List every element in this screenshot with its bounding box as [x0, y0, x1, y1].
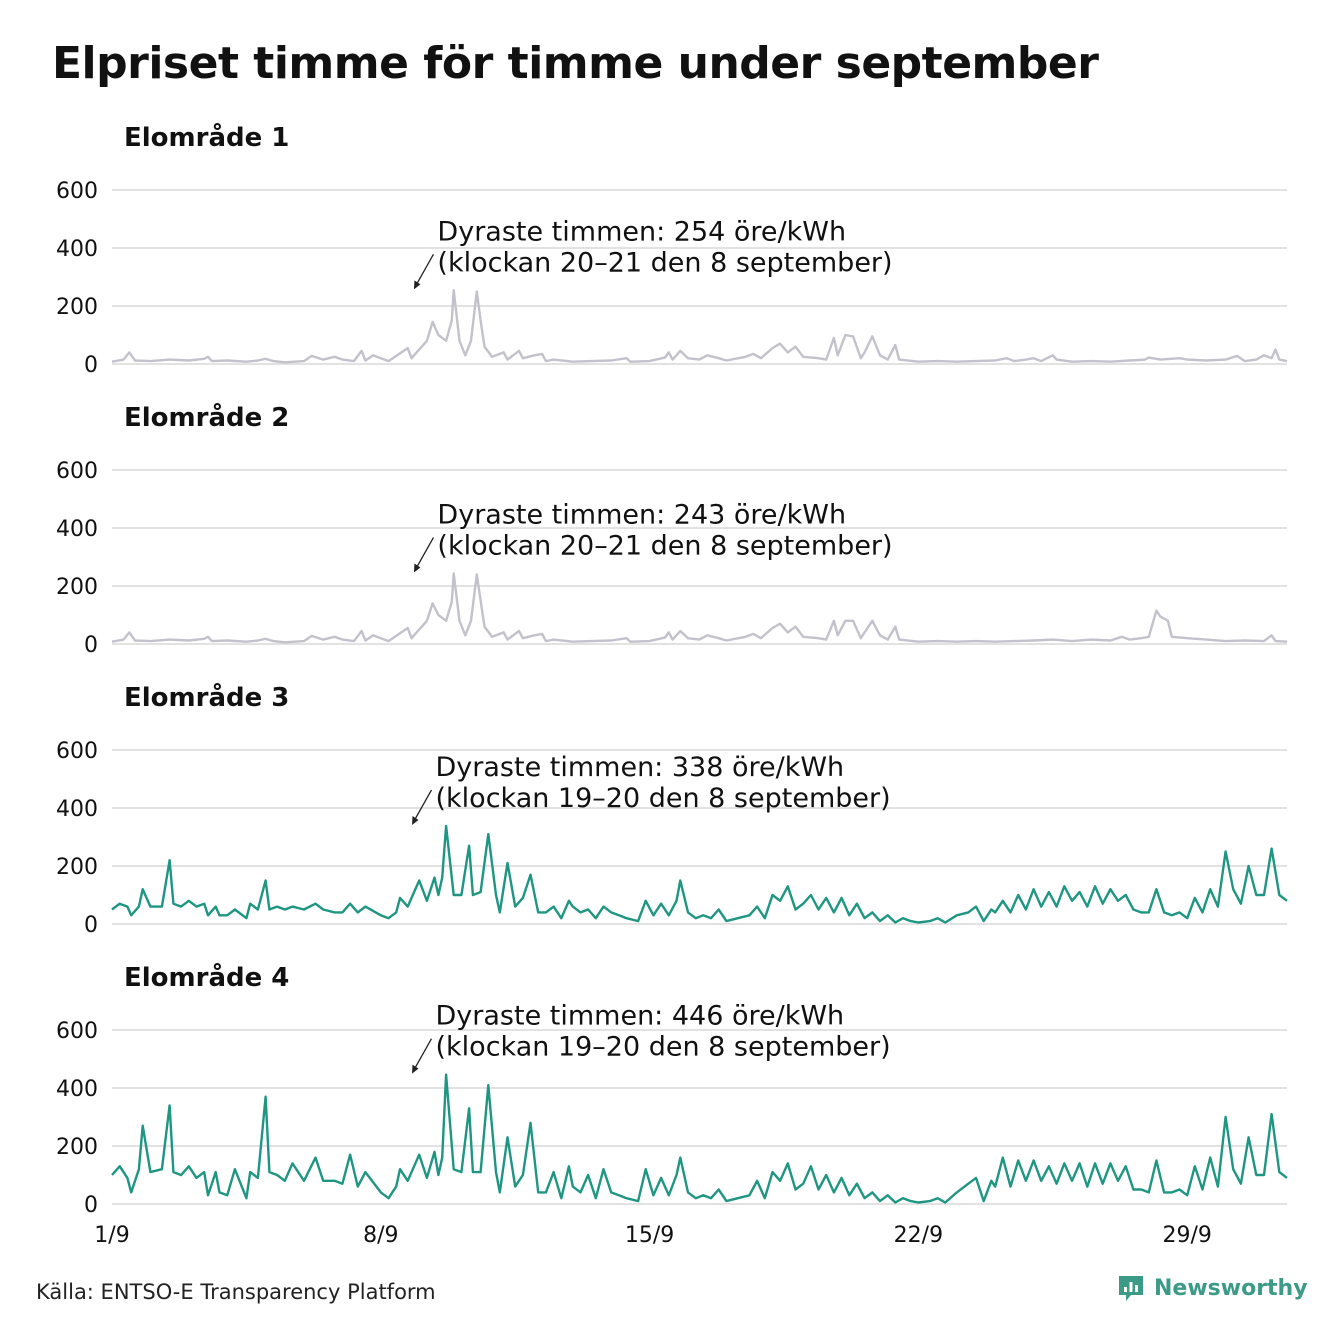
annotation-arrow: [414, 537, 434, 570]
annotation-arrow-head: [412, 815, 419, 825]
y-tick-label: 400: [56, 237, 98, 262]
y-tick-label: 600: [56, 1019, 98, 1044]
price-line-1: [111, 289, 1288, 364]
y-tick-label: 0: [84, 1193, 98, 1218]
annotation-arrow-head: [413, 280, 421, 290]
y-tick-label: 200: [56, 295, 98, 320]
price-line-3: [111, 824, 1288, 924]
newsworthy-logo: Newsworthy: [1116, 1273, 1308, 1303]
newsworthy-logo-text: Newsworthy: [1154, 1275, 1308, 1301]
annotation-arrow: [412, 1038, 433, 1071]
panel-title-3: Elområde 3: [124, 681, 289, 713]
price-line-4: [111, 1073, 1288, 1204]
panel-title-4: Elområde 4: [124, 961, 289, 993]
x-tick-label: 8/9: [363, 1223, 398, 1248]
y-tick-label: 200: [56, 855, 98, 880]
price-line-2: [111, 572, 1288, 644]
annotation-arrow: [412, 789, 433, 823]
annotation-text: Dyraste timmen: 243 öre/kWh: [437, 500, 846, 531]
annotation-text: (klockan 20–21 den 8 september): [437, 531, 892, 562]
panel-title-2: Elområde 2: [124, 401, 289, 433]
source-note: Källa: ENTSO-E Transparency Platform: [36, 1280, 436, 1304]
chart-title: Elpriset timme för timme under september: [52, 38, 1099, 89]
y-tick-label: 0: [84, 633, 98, 658]
annotation-arrow-head: [413, 563, 421, 573]
x-tick-label: 1/9: [94, 1223, 129, 1248]
annotation-text: (klockan 19–20 den 8 september): [436, 783, 891, 814]
annotation-text: (klockan 20–21 den 8 september): [437, 247, 892, 278]
x-tick-label: 22/9: [894, 1223, 943, 1248]
y-tick-label: 400: [56, 517, 98, 542]
y-tick-label: 200: [56, 1135, 98, 1160]
annotation-text: Dyraste timmen: 446 öre/kWh: [436, 1001, 845, 1032]
annotation-text: (klockan 19–20 den 8 september): [436, 1032, 891, 1063]
annotation-text: Dyraste timmen: 254 öre/kWh: [437, 216, 846, 247]
y-tick-label: 200: [56, 575, 98, 600]
panel-title-1: Elområde 1: [124, 121, 289, 153]
y-tick-label: 0: [84, 353, 98, 378]
y-tick-label: 400: [56, 797, 98, 822]
x-tick-label: 29/9: [1162, 1223, 1211, 1248]
y-tick-label: 0: [84, 913, 98, 938]
newsworthy-logo-icon: [1119, 1276, 1143, 1301]
annotation-arrow-head: [412, 1064, 419, 1074]
y-tick-label: 400: [56, 1077, 98, 1102]
annotation-arrow: [414, 254, 434, 287]
y-tick-label: 600: [56, 179, 98, 204]
annotation-text: Dyraste timmen: 338 öre/kWh: [436, 752, 845, 783]
y-tick-label: 600: [56, 459, 98, 484]
x-tick-label: 15/9: [625, 1223, 674, 1248]
y-tick-label: 600: [56, 739, 98, 764]
